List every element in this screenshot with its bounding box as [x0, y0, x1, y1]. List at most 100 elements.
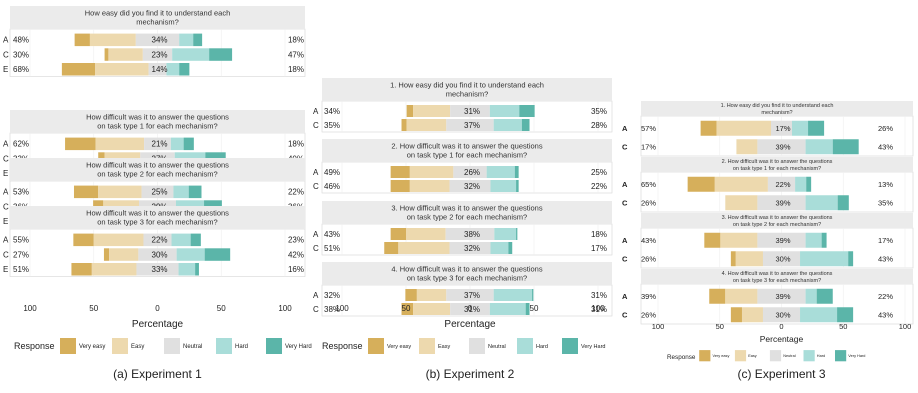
- bar-segment: [195, 263, 199, 276]
- left-percent: 27%: [13, 250, 29, 259]
- panel-title-line: How difficult was it to answer the quest…: [86, 161, 229, 170]
- row-label: E: [3, 265, 8, 274]
- bar-segment: [525, 303, 530, 315]
- row-label: A: [313, 168, 319, 177]
- row-label: C: [3, 154, 9, 163]
- figure-caption: (a) Experiment 1: [113, 367, 202, 381]
- legend-label: Very Hard: [848, 354, 865, 358]
- legend-label: Easy: [131, 344, 144, 350]
- bar-segment: [179, 33, 194, 47]
- x-tick-label: 100: [899, 322, 912, 331]
- x-axis-label: Percentage: [132, 319, 184, 330]
- panel-2: 2. How difficult was it to answer the qu…: [313, 139, 613, 194]
- left-percent: 35%: [324, 121, 340, 130]
- center-percent: 39%: [776, 292, 791, 301]
- left-percent: 51%: [13, 265, 29, 274]
- panel-strip: [322, 78, 612, 101]
- bar-segment: [98, 185, 142, 199]
- center-percent: 26%: [464, 168, 480, 177]
- panel-strip: [641, 213, 913, 228]
- legend-title: Response: [322, 341, 363, 351]
- legend-label: Very easy: [79, 344, 105, 350]
- panel-strip: [10, 158, 305, 181]
- legend-swatch: [699, 350, 711, 362]
- right-percent: 47%: [288, 50, 304, 59]
- left-percent: 46%: [324, 182, 340, 191]
- bar-segment: [806, 176, 812, 192]
- bar-segment: [519, 105, 535, 117]
- row-label: C: [622, 310, 628, 319]
- x-tick-label: 50: [530, 304, 539, 313]
- panel-title: How difficult was it to answer the quest…: [86, 161, 229, 179]
- bar-segment: [108, 48, 143, 61]
- bar-segment: [508, 242, 513, 254]
- panel-strip: [641, 157, 913, 172]
- row-label: A: [313, 230, 319, 239]
- bar-segment: [805, 195, 838, 211]
- bar-segment: [209, 48, 233, 61]
- bar-segment: [714, 176, 768, 192]
- bar-segment: [449, 180, 491, 192]
- legend-swatch: [469, 338, 485, 354]
- bar-segment: [453, 166, 487, 178]
- center-percent: 37%: [464, 121, 480, 130]
- bar-segment: [848, 251, 854, 267]
- panel-title: 4. How difficult was it to answer the qu…: [391, 265, 542, 283]
- row-label: A: [622, 236, 628, 245]
- bar-segment: [493, 289, 533, 301]
- bar-segment: [446, 119, 494, 131]
- bar-segment: [73, 233, 94, 247]
- left-percent: 49%: [324, 168, 340, 177]
- legend-swatch: [769, 350, 782, 362]
- bar-segment: [800, 251, 849, 267]
- legend-label: Neutral: [783, 354, 796, 358]
- center-percent: 37%: [464, 291, 480, 300]
- row-label: C: [3, 250, 9, 259]
- bar-segment: [103, 248, 110, 261]
- row-label: A: [622, 292, 628, 301]
- x-tick-label: 100: [335, 304, 349, 313]
- bar-segment: [390, 180, 410, 192]
- row-label: C: [622, 254, 628, 263]
- experiment-3: 1. How easy did you find it to understan…: [622, 101, 914, 381]
- bar-segment: [384, 242, 399, 254]
- experiment-1: How easy did you find it to understand e…: [3, 6, 312, 381]
- center-percent: 38%: [464, 230, 480, 239]
- panel-strip: [641, 101, 913, 116]
- x-tick-label: 0: [155, 304, 160, 313]
- x-tick-label: 100: [652, 322, 665, 331]
- panel-title-line: 1. How easy did you find it to understan…: [721, 103, 834, 109]
- right-percent: 35%: [878, 198, 893, 207]
- bar-segment: [762, 251, 801, 267]
- right-percent: 17%: [878, 236, 893, 245]
- bar-segment: [135, 33, 180, 47]
- center-percent: 30%: [776, 310, 791, 319]
- center-percent: 17%: [776, 124, 791, 133]
- legend-label: Very easy: [713, 354, 730, 358]
- legend-swatch: [368, 338, 384, 354]
- x-axis-label: Percentage: [760, 334, 804, 344]
- panel-3: 3. How difficult was it to answer the qu…: [622, 213, 914, 269]
- legend: Response Very easy Easy Neutral Hard Very Har…: [14, 338, 312, 354]
- panel-strip: [322, 262, 612, 285]
- center-percent: 30%: [152, 250, 168, 259]
- right-percent: 16%: [288, 265, 304, 274]
- panel-title-line: 4. How difficult was it to answer the qu…: [391, 265, 542, 274]
- x-tick-label: 0: [779, 322, 783, 331]
- row-label: C: [622, 142, 628, 151]
- bar-segment: [89, 33, 136, 47]
- left-percent: 62%: [13, 140, 29, 149]
- x-tick-label: 50: [217, 304, 226, 313]
- bar-segment: [757, 139, 806, 155]
- bar-segment: [409, 166, 454, 178]
- bar-segment: [173, 185, 189, 199]
- legend-swatch: [835, 350, 847, 362]
- bar-segment: [757, 195, 806, 211]
- legend-swatch: [112, 338, 128, 354]
- bar-segment: [514, 166, 519, 178]
- right-percent: 22%: [591, 182, 607, 191]
- right-percent: 22%: [878, 292, 893, 301]
- left-percent: 65%: [641, 180, 656, 189]
- panel-title-line: 2. How difficult was it to answer the qu…: [722, 159, 833, 165]
- bar-segment: [406, 228, 446, 240]
